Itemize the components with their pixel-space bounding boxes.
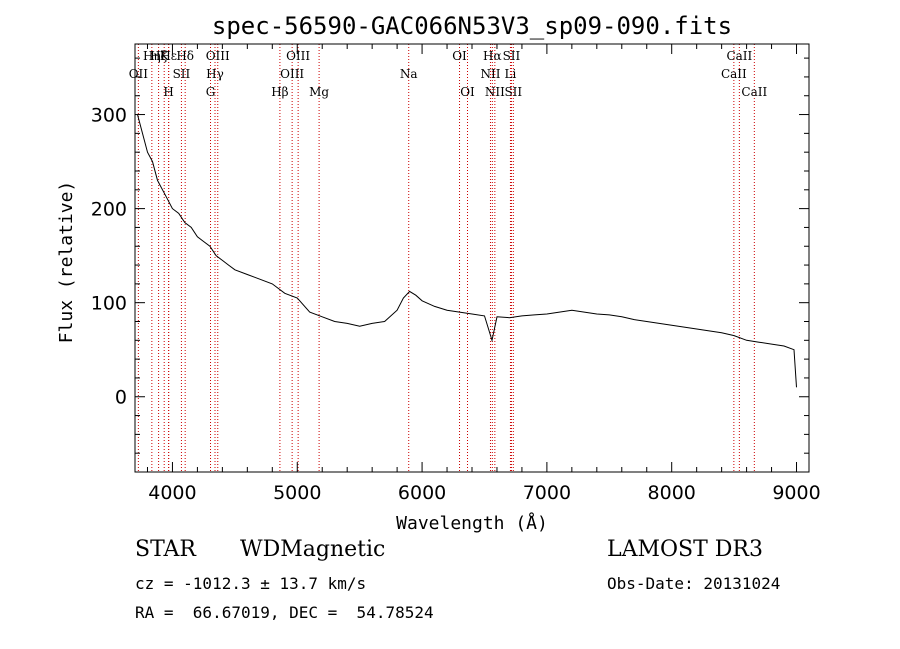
- x-tick-label-4: 8000: [648, 482, 696, 504]
- x-axis-label: Wavelength (Å): [396, 512, 548, 534]
- line-label-24: CaII: [721, 67, 747, 81]
- line-label-10: OIII: [206, 49, 230, 63]
- x-axis-ticks: 4000 5000 6000 7000 8000 9000: [146, 44, 821, 504]
- y-tick-label-3: 300: [91, 105, 127, 127]
- y-tick-label-2: 200: [91, 199, 127, 221]
- x-tick-label-5: 9000: [772, 482, 820, 504]
- line-label-19: Hα: [483, 49, 502, 63]
- object-class: STAR: [135, 537, 196, 562]
- x-tick-label-0: 4000: [148, 482, 196, 504]
- redshift-line: cz = -1012.3 ± 13.7 km/s: [135, 574, 367, 593]
- line-label-16: OI: [452, 49, 467, 63]
- line-label-18: NII: [480, 67, 500, 81]
- line-label-21: Li: [505, 67, 517, 81]
- line-label-9: Hγ: [206, 67, 224, 81]
- line-label-22: SII: [503, 49, 521, 63]
- line-label-8: G: [206, 85, 216, 99]
- chart-title: spec-56590-GAC066N53V3_sp09-090.fits: [212, 12, 732, 40]
- y-axis-label: Flux (relative): [56, 181, 77, 344]
- line-label-1: Hη: [143, 49, 161, 63]
- line-label-0: OII: [129, 67, 149, 81]
- spectrum-line: [137, 114, 797, 388]
- line-label-6: H: [163, 85, 173, 99]
- spectral-line-markers: [137, 44, 755, 472]
- line-label-7: SII: [173, 67, 191, 81]
- line-label-23: SII: [504, 85, 522, 99]
- coordinates-line: RA = 66.67019, DEC = 54.78524: [135, 603, 434, 622]
- line-label-25: CaII: [726, 49, 752, 63]
- x-tick-label-1: 5000: [273, 482, 321, 504]
- y-axis-ticks: 0 100 200 300: [91, 57, 809, 454]
- line-label-13: OIII: [286, 49, 310, 63]
- object-subclass: WDMagnetic: [240, 537, 386, 562]
- y-tick-label-0: 0: [115, 387, 127, 409]
- obs-date: Obs-Date: 20131024: [607, 574, 781, 593]
- line-label-12: OIII: [280, 67, 304, 81]
- y-tick-label-1: 100: [91, 293, 127, 315]
- line-label-20: NII: [485, 85, 505, 99]
- plot-frame: [134, 43, 810, 473]
- line-label-5: K: [160, 49, 170, 63]
- line-label-26: CaII: [741, 85, 767, 99]
- x-tick-label-3: 7000: [523, 482, 571, 504]
- line-label-4: Hδ: [176, 49, 194, 63]
- line-label-2: Hζ: [150, 49, 167, 63]
- line-label-15: Na: [400, 67, 418, 81]
- line-label-14: Mg: [309, 85, 329, 99]
- line-label-17: OI: [460, 85, 475, 99]
- line-label-11: Hβ: [271, 85, 288, 99]
- x-tick-label-2: 6000: [398, 482, 446, 504]
- survey-name: LAMOST DR3: [607, 537, 763, 562]
